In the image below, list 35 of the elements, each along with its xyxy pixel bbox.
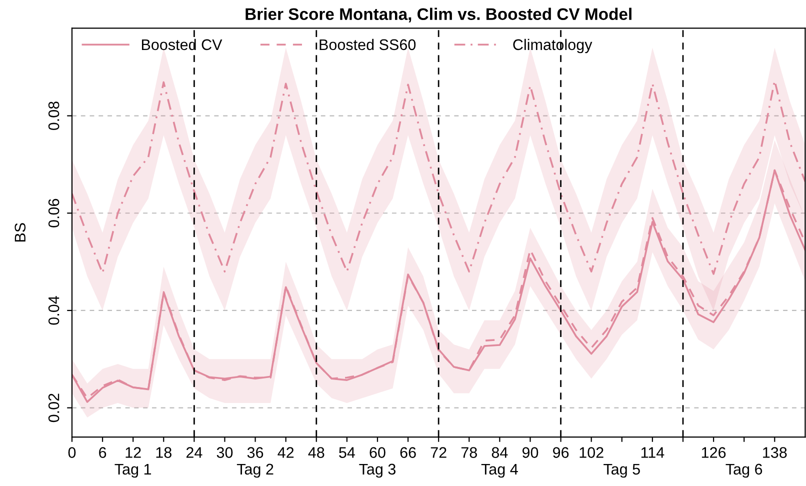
x-tick-label: 138 [763,447,787,458]
text: Tag 4 [481,464,518,478]
text: Tag 2 [236,464,274,478]
x-tick-label: 84 [492,447,508,458]
text: Tag 6 [726,464,762,478]
x-tick-label: 126 [702,447,726,458]
line-series [72,80,806,275]
x-tick-label: 114 [641,447,664,458]
x-tick-label: 60 [370,447,386,458]
x-tick-label: 36 [247,447,264,458]
x-tick-label: 18 [156,447,172,458]
x-tick-label: 102 [580,447,604,458]
y-tick-label: 0.06 [48,198,60,228]
x-tick-label: 48 [308,447,324,458]
x-tick-label: 66 [400,447,416,458]
y-tick-label: 0.04 [48,296,60,325]
x-tick-label: 30 [216,447,233,458]
x-tick-label: 72 [430,447,446,458]
x-tick-label: 42 [278,447,294,458]
text: Tag 1 [114,464,152,478]
chart-title: Brier Score Montana, Clim vs. Boosted CV Model [246,8,632,22]
x-tick-label: 54 [339,447,355,458]
x-tick-label: 90 [522,447,538,458]
x-tick-label: 96 [553,447,569,458]
legend-label: Boosted SS60 [320,38,416,50]
x-tick-label: 78 [461,447,477,458]
y-tick-label: 0.08 [48,102,60,130]
y-axis-title: BS [14,223,26,242]
x-tick-label: 12 [126,447,141,458]
x-tick-label: 24 [186,447,202,458]
x-tick-label: 6 [99,447,106,458]
y-tick-label: 0.02 [48,394,60,422]
text: Tag 5 [604,464,640,478]
text: Tag 3 [359,464,396,478]
x-tick-label: 0 [68,447,76,458]
